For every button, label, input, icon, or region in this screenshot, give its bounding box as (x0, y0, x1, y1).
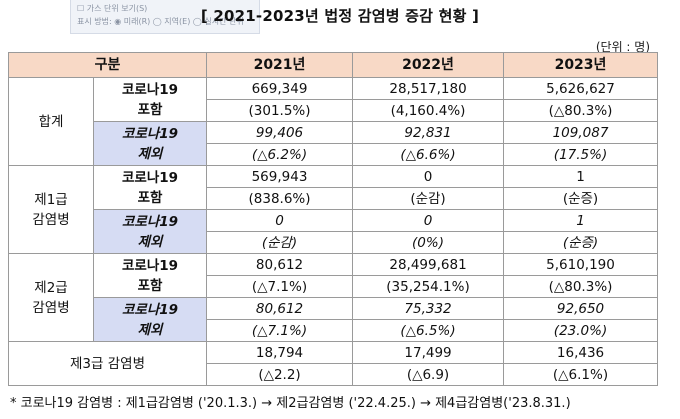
rate-cell: (35,254.1%) (352, 275, 505, 298)
value-cell: 0 (206, 209, 354, 232)
rate-cell: (301.5%) (206, 99, 354, 122)
footnote: * 코로나19 감염병 : 제1급감염병 ('20.1.3.) → 제2급감염병… (10, 396, 571, 411)
sub-label-line1: 코로나19 (121, 301, 179, 318)
value-cell: 92,831 (352, 121, 505, 144)
rate-cell: (△6.9) (352, 363, 505, 386)
header-2022: 2022년 (352, 52, 505, 78)
value-cell: 18,794 (206, 341, 354, 364)
group-label: 합계 (8, 77, 94, 166)
sub-label-line2: 포함 (137, 277, 163, 294)
rate-cell: (△7.1%) (206, 319, 354, 342)
table-row: 코로나19 제외 99,406 92,831 109,087 (9, 121, 659, 166)
rate-cell: (△2.2) (206, 363, 354, 386)
sub-label-incl: 코로나19 포함 (92, 165, 208, 210)
sub-label-excl: 코로나19 제외 (92, 297, 208, 342)
sub-label-line1: 코로나19 (121, 125, 179, 142)
rate-cell: (△80.3%) (503, 275, 659, 298)
sub-label-line1: 코로나19 (121, 169, 179, 186)
sub-label-line2: 제외 (137, 233, 163, 250)
unit-label: (단위 : 명) (595, 40, 650, 54)
value-cell: 0 (352, 165, 505, 188)
table-row: (△7.1%) (△6.5%) (23.0%) (9, 319, 659, 342)
header-2021: 2021년 (206, 52, 354, 78)
rate-cell: (△6.5%) (352, 319, 505, 342)
header-2023: 2023년 (503, 52, 659, 78)
group-label-3rd: 제3급 감염병 (7, 341, 208, 386)
background-window-fragment: ☐ 가스 단위 보기(S) 표시 방법: ◉ 미래(R) ◯ 지역(E) ◯ 실… (70, 0, 260, 34)
sub-label-line1: 코로나19 (121, 81, 179, 98)
value-cell: 28,499,681 (352, 253, 505, 276)
sub-label-incl: 코로나19 포함 (92, 253, 208, 298)
table-row: (301.5%) (4,160.4%) (△80.3%) (9, 99, 659, 122)
value-cell: 99,406 (206, 121, 354, 144)
value-cell: 1 (503, 209, 659, 232)
table-row: 합계 코로나19 포함 669,349 28,517,180 5,626,627 (8, 77, 659, 166)
value-cell: 80,612 (206, 297, 354, 320)
group-label-line2: 감염병 (32, 299, 70, 316)
value-cell: 5,626,627 (503, 77, 659, 100)
group-label: 제1급 감염병 (8, 165, 94, 254)
table-row: 제2급 감염병 코로나19 포함 80,612 28,499,681 5,610… (8, 253, 659, 342)
rate-cell: (순감) (206, 231, 354, 254)
rate-cell: (△6.6%) (352, 143, 505, 166)
rate-cell: (838.6%) (206, 187, 354, 210)
header-category: 구분 (7, 52, 208, 78)
sub-label-line2: 포함 (137, 101, 163, 118)
rate-cell: (0%) (352, 231, 505, 254)
rate-cell: (17.5%) (503, 143, 659, 166)
value-cell: 16,436 (503, 341, 659, 364)
fragment-line-1: ☐ 가스 단위 보기(S) (77, 4, 148, 13)
rate-cell: (△80.3%) (503, 99, 659, 122)
value-cell: 569,943 (206, 165, 354, 188)
rate-cell: (△7.1%) (206, 275, 354, 298)
group-label-line1: 제1급 (34, 191, 68, 208)
table-row: 코로나19 제외 0 0 1 (9, 209, 659, 254)
sub-label-excl: 코로나19 제외 (92, 209, 208, 254)
value-cell: 1 (503, 165, 659, 188)
value-cell: 0 (352, 209, 505, 232)
table-row: (△2.2) (△6.9) (△6.1%) (9, 363, 659, 386)
group-label-line2: 감염병 (32, 211, 70, 228)
page-title: [ 2021-2023년 법정 감염병 증감 현황 ] (200, 7, 480, 25)
group-label-line1: 제2급 (34, 279, 68, 296)
disease-table: 구분 2021년 2022년 2023년 합계 코로나19 포함 669,349… (7, 52, 659, 386)
group-label-line1: 합계 (38, 113, 64, 130)
rate-cell: (순감) (352, 187, 505, 210)
sub-label-line2: 제외 (137, 321, 163, 338)
rate-cell: (4,160.4%) (352, 99, 505, 122)
table-row: 제1급 감염병 코로나19 포함 569,943 0 1 (8, 165, 659, 254)
sub-label-line1: 코로나19 (121, 257, 179, 274)
rate-cell: (△6.1%) (503, 363, 659, 386)
value-cell: 5,610,190 (503, 253, 659, 276)
sub-label-line2: 포함 (137, 189, 163, 206)
fragment-line-2: 표시 방법: ◉ 미래(R) ◯ 지역(E) ◯ 실시간 단위 (77, 17, 244, 26)
rate-cell: (순증) (503, 187, 659, 210)
header-row: 구분 2021년 2022년 2023년 (7, 52, 659, 78)
table-row: 코로나19 제외 80,612 75,332 92,650 (9, 297, 659, 342)
value-cell: 75,332 (352, 297, 505, 320)
value-cell: 92,650 (503, 297, 659, 320)
table-row: (순감) (0%) (순증) (9, 231, 659, 254)
table-row: (838.6%) (순감) (순증) (9, 187, 659, 210)
value-cell: 109,087 (503, 121, 659, 144)
rate-cell: (순증) (503, 231, 659, 254)
sub-label-excl: 코로나19 제외 (92, 121, 208, 166)
value-cell: 28,517,180 (352, 77, 505, 100)
sub-label-line1: 코로나19 (121, 213, 179, 230)
value-cell: 669,349 (206, 77, 354, 100)
sub-label-incl: 코로나19 포함 (92, 77, 208, 122)
value-cell: 17,499 (352, 341, 505, 364)
rate-cell: (23.0%) (503, 319, 659, 342)
group-label: 제2급 감염병 (8, 253, 94, 342)
rate-cell: (△6.2%) (206, 143, 354, 166)
table-row: 제3급 감염병 18,794 17,499 16,436 (7, 341, 659, 386)
value-cell: 80,612 (206, 253, 354, 276)
sub-label-line2: 제외 (137, 145, 163, 162)
